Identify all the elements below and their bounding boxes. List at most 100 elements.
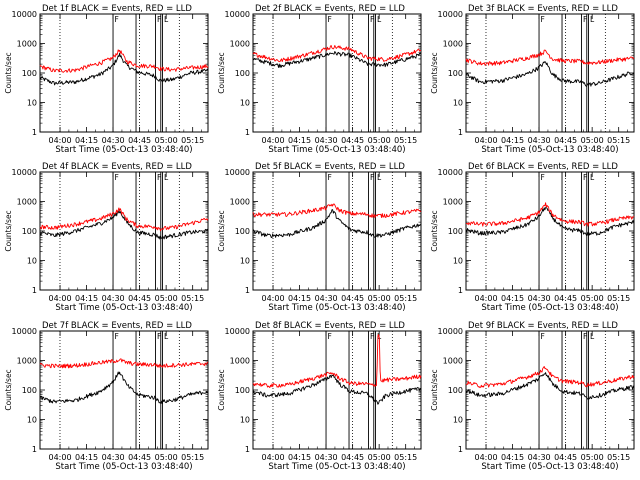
flag-label: F — [541, 173, 545, 182]
x-tick-label: 04:45 — [128, 294, 151, 303]
series-events-line — [39, 52, 209, 86]
flag-label: F — [541, 332, 545, 341]
panel-title: Det 6f BLACK = Events, RED = LLD — [468, 162, 618, 172]
y-tick-label: 10000 — [438, 168, 463, 177]
y-tick-label: 1000 — [230, 357, 250, 366]
flag-label: F — [157, 173, 161, 182]
x-tick-label: 04:30 — [102, 453, 125, 462]
panel-1: Det 1f BLACK = Events, RED = LLD 1 10 100 10… — [4, 4, 209, 155]
x-tick-label: 04:00 — [49, 453, 72, 462]
plot-frame — [252, 330, 422, 450]
panel-4: Det 4f BLACK = Events, RED = LLD 1 10 100 10… — [4, 162, 209, 313]
y-tick-label: 1000 — [230, 198, 250, 207]
x-tick-label: 04:30 — [315, 294, 338, 303]
flag-label: L — [164, 173, 169, 182]
flag-label: L — [590, 173, 595, 182]
plot-frame — [252, 13, 422, 133]
flag-label: L — [164, 332, 169, 341]
flag-label: F — [328, 173, 332, 182]
y-tick-label: 1000 — [17, 198, 37, 207]
y-tick-label: 100 — [235, 227, 250, 236]
x-tick-label: 05:15 — [181, 453, 204, 462]
y-tick-label: 1000 — [443, 357, 463, 366]
y-axis-label: Counts/sec — [217, 369, 226, 410]
y-axis-label: Counts/sec — [4, 369, 13, 410]
series-events-line — [465, 207, 635, 236]
series-lld-line — [252, 203, 422, 218]
x-tick-label: 04:15 — [75, 294, 98, 303]
x-tick-label: 04:45 — [128, 453, 151, 462]
panel-6: Det 6f BLACK = Events, RED = LLD 1 10 100 10… — [430, 162, 635, 313]
y-tick-label: 10 — [453, 416, 463, 425]
y-tick-label: 10000 — [225, 168, 250, 177]
x-axis-label: Start Time (05-Oct-13 03:48:40) — [268, 462, 405, 472]
flag-label: F — [370, 332, 374, 341]
y-tick-label: 1 — [32, 286, 37, 295]
panel-9: Det 9f BLACK = Events, RED = LLD 1 10 100 10… — [430, 321, 635, 472]
y-tick-label: 10000 — [438, 10, 463, 19]
panel-title: Det 9f BLACK = Events, RED = LLD — [468, 321, 618, 331]
flag-label: L — [164, 15, 169, 24]
flag-label: F — [115, 332, 119, 341]
y-tick-label: 10000 — [12, 10, 37, 19]
panel-7: Det 7f BLACK = Events, RED = LLD 1 10 100 10… — [4, 321, 209, 472]
panel-3: Det 3f BLACK = Events, RED = LLD 1 10 100 10… — [430, 4, 635, 155]
x-tick-label: 04:00 — [475, 294, 498, 303]
panel-title: Det 1f BLACK = Events, RED = LLD — [42, 4, 192, 14]
x-tick-label: 04:30 — [528, 294, 551, 303]
flag-label: L — [377, 173, 382, 182]
y-tick-label: 10 — [240, 416, 250, 425]
y-axis-label: Counts/sec — [430, 210, 439, 251]
y-tick-label: 100 — [448, 227, 463, 236]
flag-label: F — [583, 173, 587, 182]
flag-label: F — [328, 332, 332, 341]
x-tick-label: 04:15 — [288, 453, 311, 462]
x-axis-label: Start Time (05-Oct-13 03:48:40) — [55, 462, 192, 472]
x-tick-label: 04:45 — [341, 136, 364, 145]
x-tick-label: 04:00 — [49, 136, 72, 145]
x-tick-label: 04:45 — [554, 294, 577, 303]
panel-title: Det 4f BLACK = Events, RED = LLD — [42, 162, 192, 172]
x-tick-label: 04:45 — [554, 453, 577, 462]
plot-frame — [465, 13, 635, 133]
flag-label: F — [328, 15, 332, 24]
y-tick-label: 10 — [453, 99, 463, 108]
x-tick-label: 04:15 — [288, 136, 311, 145]
y-tick-label: 10 — [240, 257, 250, 266]
x-tick-label: 05:15 — [607, 453, 630, 462]
x-axis-label: Start Time (05-Oct-13 03:48:40) — [481, 462, 618, 472]
panel-8: Det 8f BLACK = Events, RED = LLD 1 10 100 10… — [217, 321, 422, 472]
y-tick-label: 100 — [22, 69, 37, 78]
panel-5: Det 5f BLACK = Events, RED = LLD 1 10 100 10… — [217, 162, 422, 313]
y-tick-label: 10 — [453, 257, 463, 266]
x-tick-label: 05:00 — [368, 294, 391, 303]
plot-frame — [39, 330, 209, 450]
series-events-line — [252, 374, 422, 405]
x-tick-label: 04:15 — [501, 136, 524, 145]
y-tick-label: 100 — [22, 386, 37, 395]
panel-title: Det 5f BLACK = Events, RED = LLD — [255, 162, 405, 172]
x-tick-label: 05:15 — [181, 136, 204, 145]
y-tick-label: 1000 — [17, 357, 37, 366]
series-lld-line — [252, 45, 422, 63]
x-tick-label: 05:00 — [581, 136, 604, 145]
x-tick-label: 04:15 — [75, 453, 98, 462]
x-axis-label: Start Time (05-Oct-13 03:48:40) — [268, 303, 405, 313]
x-tick-label: 04:30 — [528, 453, 551, 462]
flag-label: F — [583, 15, 587, 24]
y-axis-label: Counts/sec — [430, 52, 439, 93]
y-tick-label: 1000 — [230, 40, 250, 49]
series-events-line — [39, 371, 209, 404]
y-tick-label: 1000 — [443, 40, 463, 49]
y-tick-label: 10000 — [225, 327, 250, 336]
x-axis-label: Start Time (05-Oct-13 03:48:40) — [55, 303, 192, 313]
y-tick-label: 100 — [235, 69, 250, 78]
x-tick-label: 04:30 — [315, 136, 338, 145]
x-tick-label: 05:15 — [181, 294, 204, 303]
flag-label: F — [157, 332, 161, 341]
series-events-line — [465, 61, 635, 87]
x-tick-label: 05:00 — [155, 294, 178, 303]
series-lld-line — [39, 207, 209, 232]
y-tick-label: 10 — [27, 99, 37, 108]
series-lld-line — [465, 202, 635, 227]
